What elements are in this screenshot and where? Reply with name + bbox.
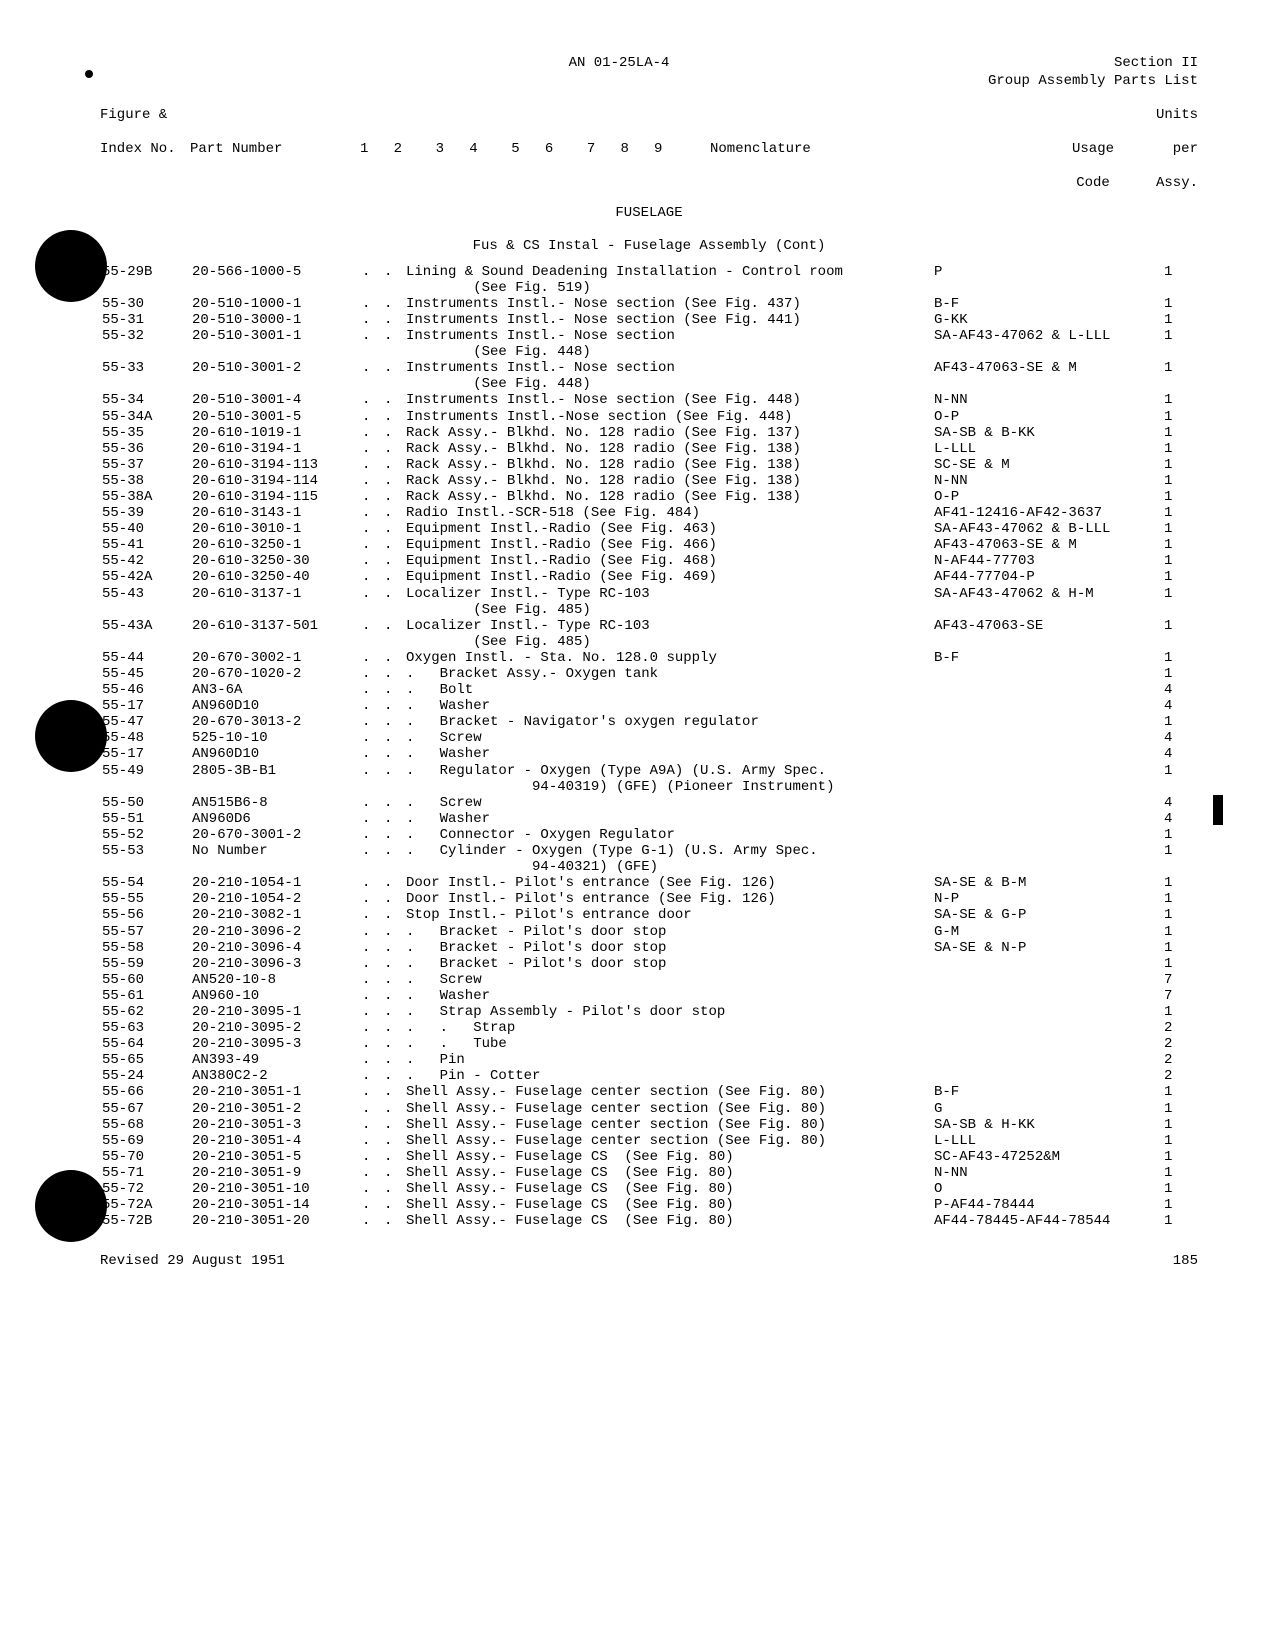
- table-row: (See Fig. 485): [100, 634, 1198, 650]
- table-row: 55-6820-210-3051-3..Shell Assy.- Fuselag…: [100, 1117, 1198, 1133]
- page-header: AN 01-25LA-4 Section II: [100, 55, 1198, 71]
- table-row: 55-4020-610-3010-1..Equipment Instl.-Rad…: [100, 521, 1198, 537]
- section-subtitle: Fus & CS Instal - Fuselage Assembly (Con…: [100, 238, 1198, 254]
- table-row: 55-3420-510-3001-4..Instruments Instl.- …: [100, 392, 1198, 408]
- page-dot: [85, 70, 93, 78]
- table-row: 94-40321) (GFE): [100, 859, 1198, 875]
- table-row: 55-5920-210-3096-3... Bracket - Pilot's …: [100, 956, 1198, 972]
- table-row: 55-6920-210-3051-4..Shell Assy.- Fuselag…: [100, 1133, 1198, 1149]
- table-row: 55-5520-210-1054-2..Door Instl.- Pilot's…: [100, 891, 1198, 907]
- table-row: 55-3720-610-3194-113..Rack Assy.- Blkhd.…: [100, 457, 1198, 473]
- table-row: (See Fig. 519): [100, 280, 1198, 296]
- table-row: 55-61AN960-10... Washer7: [100, 988, 1198, 1004]
- table-row: (See Fig. 448): [100, 344, 1198, 360]
- col-part: Part Number: [190, 141, 360, 157]
- table-row: 55-42A20-610-3250-40..Equipment Instl.-R…: [100, 569, 1198, 585]
- table-row: 94-40319) (GFE) (Pioneer Instrument): [100, 779, 1198, 795]
- col-units3: Assy.: [1138, 175, 1198, 191]
- table-row: 55-24AN380C2-2... Pin - Cotter2: [100, 1068, 1198, 1084]
- col-nums: 1 2 3 4 5 6 7 8 9: [360, 141, 680, 157]
- table-row: (See Fig. 485): [100, 602, 1198, 618]
- table-row: 55-51AN960D6... Washer4: [100, 811, 1198, 827]
- table-row: 55-17AN960D10... Washer4: [100, 746, 1198, 762]
- col-index: Figure &: [100, 107, 190, 123]
- table-row: 55-7120-210-3051-9..Shell Assy.- Fuselag…: [100, 1165, 1198, 1181]
- col-usage2: Code: [1048, 175, 1138, 191]
- table-row: 55-50AN515B6-8... Screw4: [100, 795, 1198, 811]
- table-row: 55-492805-3B-B1... Regulator - Oxygen (T…: [100, 763, 1198, 779]
- table-row: 55-5720-210-3096-2... Bracket - Pilot's …: [100, 924, 1198, 940]
- subtitle-label: Group Assembly Parts List: [938, 73, 1198, 89]
- table-row: (See Fig. 448): [100, 376, 1198, 392]
- section-label: Section II: [938, 55, 1198, 71]
- table-row: 55-5820-210-3096-4... Bracket - Pilot's …: [100, 940, 1198, 956]
- table-row: 55-6420-210-3095-3... . Tube2: [100, 1036, 1198, 1052]
- section-title: FUSELAGE: [100, 205, 1198, 221]
- table-row: 55-72B20-210-3051-20..Shell Assy.- Fusel…: [100, 1213, 1198, 1229]
- table-row: 55-6320-210-3095-2... . Strap2: [100, 1020, 1198, 1036]
- doc-number: AN 01-25LA-4: [300, 55, 938, 71]
- table-row: 55-72A20-210-3051-14..Shell Assy.- Fusel…: [100, 1197, 1198, 1213]
- punch-hole: [35, 1170, 107, 1242]
- table-row: 55-5620-210-3082-1..Stop Instl.- Pilot's…: [100, 907, 1198, 923]
- table-row: 55-6720-210-3051-2..Shell Assy.- Fuselag…: [100, 1101, 1198, 1117]
- table-row: 55-3820-610-3194-114..Rack Assy.- Blkhd.…: [100, 473, 1198, 489]
- revised-date: Revised 29 August 1951: [100, 1253, 285, 1269]
- table-row: 55-4120-610-3250-1..Equipment Instl.-Rad…: [100, 537, 1198, 553]
- table-row: 55-3520-610-1019-1..Rack Assy.- Blkhd. N…: [100, 425, 1198, 441]
- table-row: 55-65AN393-49... Pin2: [100, 1052, 1198, 1068]
- table-row: 55-17AN960D10... Washer4: [100, 698, 1198, 714]
- table-row: 55-46AN3-6A... Bolt4: [100, 682, 1198, 698]
- punch-hole: [35, 700, 107, 772]
- page-number: 185: [1173, 1253, 1198, 1269]
- column-headers-2: Index No. Part Number 1 2 3 4 5 6 7 8 9 …: [100, 141, 1198, 157]
- table-row: 55-5220-670-3001-2... Connector - Oxygen…: [100, 827, 1198, 843]
- table-row: 55-3220-510-3001-1..Instruments Instl.- …: [100, 328, 1198, 344]
- col-usage: Usage: [1048, 141, 1138, 157]
- table-row: 55-4320-610-3137-1..Localizer Instl.- Ty…: [100, 586, 1198, 602]
- col-index2: Index No.: [100, 141, 190, 157]
- column-headers-3: Code Assy.: [100, 175, 1198, 191]
- table-row: 55-60AN520-10-8... Screw7: [100, 972, 1198, 988]
- punch-hole: [35, 230, 107, 302]
- table-row: 55-3320-510-3001-2..Instruments Instl.- …: [100, 360, 1198, 376]
- table-row: 55-4520-670-1020-2... Bracket Assy.- Oxy…: [100, 666, 1198, 682]
- table-row: 55-29B20-566-1000-5..Lining & Sound Dead…: [100, 264, 1198, 280]
- table-row: 55-4420-670-3002-1..Oxygen Instl. - Sta.…: [100, 650, 1198, 666]
- column-headers: Figure & Units: [100, 107, 1198, 123]
- col-units: Units: [1138, 107, 1198, 123]
- table-row: 55-43A20-610-3137-501..Localizer Instl.-…: [100, 618, 1198, 634]
- table-row: 55-53No Number... Cylinder - Oxygen (Typ…: [100, 843, 1198, 859]
- table-row: 55-7220-210-3051-10..Shell Assy.- Fusela…: [100, 1181, 1198, 1197]
- col-nom: Nomenclature: [680, 141, 1048, 157]
- table-row: 55-4720-670-3013-2... Bracket - Navigato…: [100, 714, 1198, 730]
- table-row: 55-3620-610-3194-1..Rack Assy.- Blkhd. N…: [100, 441, 1198, 457]
- side-mark: [1213, 795, 1223, 825]
- parts-table: 55-29B20-566-1000-5..Lining & Sound Dead…: [100, 264, 1198, 1230]
- table-row: 55-3020-510-1000-1..Instruments Instl.- …: [100, 296, 1198, 312]
- table-row: 55-48525-10-10... Screw4: [100, 730, 1198, 746]
- page-header-sub: Group Assembly Parts List: [100, 73, 1198, 89]
- table-row: 55-7020-210-3051-5..Shell Assy.- Fuselag…: [100, 1149, 1198, 1165]
- page-footer: Revised 29 August 1951 185: [100, 1253, 1198, 1269]
- table-row: 55-4220-610-3250-30..Equipment Instl.-Ra…: [100, 553, 1198, 569]
- col-units2: per: [1138, 141, 1198, 157]
- table-row: 55-6620-210-3051-1..Shell Assy.- Fuselag…: [100, 1084, 1198, 1100]
- table-row: 55-38A20-610-3194-115..Rack Assy.- Blkhd…: [100, 489, 1198, 505]
- table-row: 55-3920-610-3143-1..Radio Instl.-SCR-518…: [100, 505, 1198, 521]
- table-row: 55-3120-510-3000-1..Instruments Instl.- …: [100, 312, 1198, 328]
- table-row: 55-34A20-510-3001-5..Instruments Instl.-…: [100, 409, 1198, 425]
- table-row: 55-5420-210-1054-1..Door Instl.- Pilot's…: [100, 875, 1198, 891]
- table-row: 55-6220-210-3095-1... Strap Assembly - P…: [100, 1004, 1198, 1020]
